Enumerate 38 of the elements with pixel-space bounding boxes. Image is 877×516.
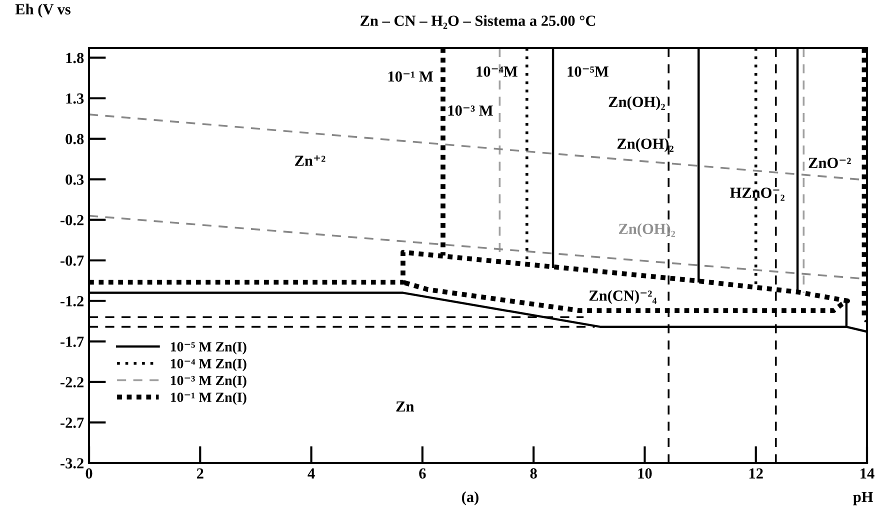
annotation: Zn⁺² bbox=[295, 155, 326, 166]
x-tick-label: 6 bbox=[419, 468, 426, 479]
y-tick-label: -3.2 bbox=[60, 458, 84, 469]
y-axis-title: Eh (V vs bbox=[15, 4, 70, 18]
y-tick-label: 1.8 bbox=[66, 52, 84, 64]
x-tick-label: 14 bbox=[860, 468, 874, 478]
annotation: HZnO⁻₂ bbox=[730, 188, 784, 201]
y-tick-label: -2.2 bbox=[60, 377, 84, 388]
x-axis-title: pH bbox=[853, 492, 874, 506]
x-tick-label: 10 bbox=[638, 468, 652, 479]
x-tick-label: 12 bbox=[749, 468, 763, 478]
y-tick-label: -0.2 bbox=[60, 214, 84, 226]
y-tick-label: -0.7 bbox=[60, 256, 84, 266]
x-tick-label: 2 bbox=[196, 468, 204, 478]
annotation: Zn(CN)⁻²₄ bbox=[589, 290, 657, 304]
text: (a) bbox=[462, 491, 478, 506]
legend-label: 10⁻³ M Zn(I) bbox=[170, 375, 246, 388]
annotation: 10⁻¹ M bbox=[388, 71, 433, 82]
y-tick-label: -1.7 bbox=[60, 336, 84, 347]
legend-label: 10⁻¹ M Zn(I) bbox=[170, 392, 246, 405]
annotation: Zn(OH)₂ bbox=[617, 138, 674, 152]
annotation: Zn(OH)₂ bbox=[608, 96, 665, 110]
x-tick-label: 0 bbox=[86, 468, 92, 479]
chart-title: Zn – CN – H₂O – Sistema a 25.00 °C bbox=[360, 15, 596, 29]
annotation: ZnO⁻² bbox=[808, 158, 851, 168]
annotation: Zn bbox=[396, 401, 414, 412]
legend-label: 10⁻⁵ M Zn(I) bbox=[170, 342, 246, 354]
y-tick-label: 1.3 bbox=[66, 93, 84, 104]
y-tick-label: -2.7 bbox=[60, 418, 84, 428]
y-tick-label: 0.8 bbox=[66, 134, 84, 144]
y-tick-label: 0.3 bbox=[66, 174, 84, 185]
legend-label: 10⁻⁴ M Zn(I) bbox=[170, 358, 246, 372]
y-tick-label: -1.2 bbox=[60, 296, 84, 306]
x-tick-label: 8 bbox=[530, 468, 537, 479]
annotation: 10⁻³ M bbox=[448, 105, 493, 116]
x-tick-label: 4 bbox=[308, 468, 315, 478]
annotation: 10⁻⁵M bbox=[568, 66, 608, 77]
annotation: 10⁻⁴M bbox=[476, 66, 518, 77]
